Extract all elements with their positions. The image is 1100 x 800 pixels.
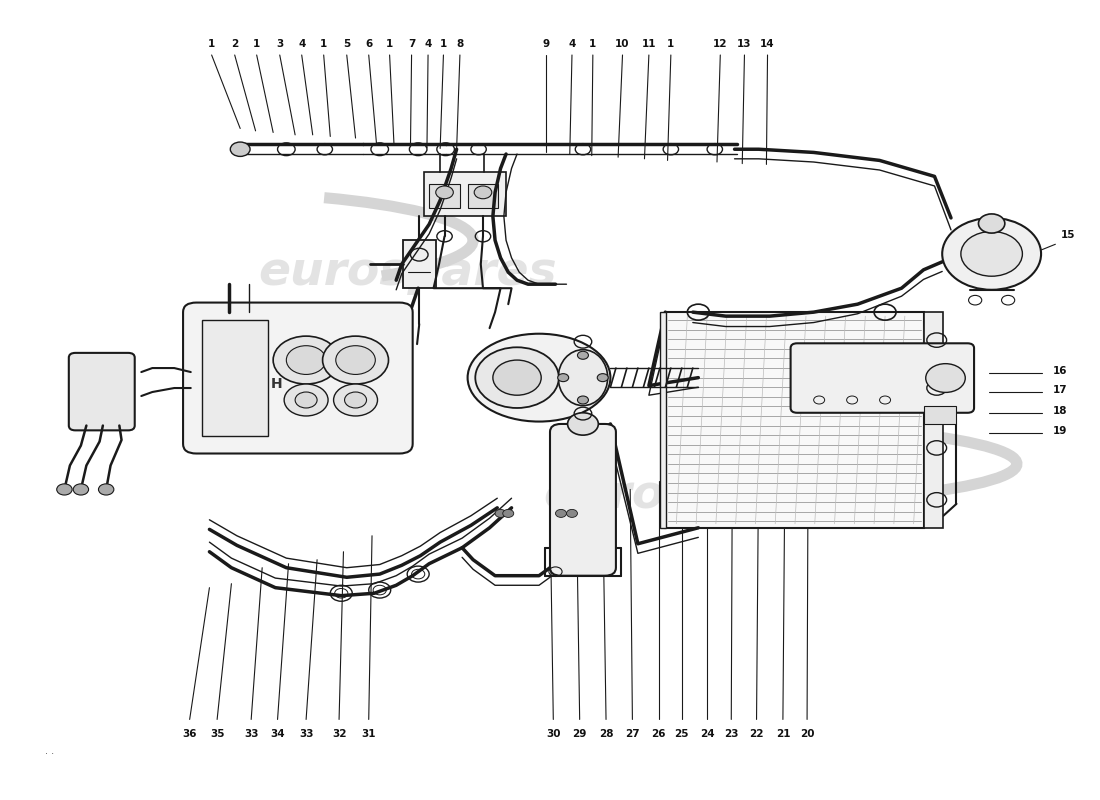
Text: 28: 28 (598, 729, 614, 739)
Text: eurospares: eurospares (543, 474, 843, 518)
Circle shape (475, 347, 559, 408)
Text: . .: . . (45, 746, 54, 756)
Text: 36: 36 (183, 729, 197, 739)
Text: 16: 16 (1053, 366, 1068, 376)
Text: 15: 15 (1060, 230, 1076, 240)
Text: 33: 33 (299, 729, 314, 739)
Text: 1: 1 (320, 38, 328, 49)
Text: 2: 2 (231, 38, 239, 49)
Circle shape (556, 510, 566, 518)
Circle shape (474, 186, 492, 198)
Circle shape (568, 413, 598, 435)
Text: 30: 30 (546, 729, 561, 739)
Circle shape (578, 351, 588, 359)
Text: 1: 1 (208, 38, 216, 49)
Circle shape (74, 484, 89, 495)
Text: 24: 24 (700, 729, 714, 739)
Circle shape (295, 392, 317, 408)
Text: 4: 4 (298, 38, 306, 49)
Text: 1: 1 (386, 38, 393, 49)
Text: H: H (271, 377, 283, 391)
Text: 1: 1 (668, 38, 674, 49)
Text: 1: 1 (590, 38, 596, 49)
Text: 9: 9 (542, 38, 549, 49)
Text: 10: 10 (615, 38, 630, 49)
Circle shape (436, 186, 453, 198)
Text: 22: 22 (749, 729, 763, 739)
Circle shape (926, 364, 966, 393)
Text: 6: 6 (365, 38, 373, 49)
Text: 7: 7 (408, 38, 416, 49)
Circle shape (578, 396, 588, 404)
Circle shape (322, 336, 388, 384)
FancyBboxPatch shape (550, 424, 616, 576)
Text: 5: 5 (343, 38, 351, 49)
Text: 25: 25 (674, 729, 689, 739)
Text: 3: 3 (276, 38, 284, 49)
Text: 11: 11 (641, 38, 656, 49)
Circle shape (286, 346, 326, 374)
Circle shape (503, 510, 514, 518)
Ellipse shape (468, 334, 610, 422)
Circle shape (493, 360, 541, 395)
Text: 21: 21 (776, 729, 790, 739)
Text: 1: 1 (253, 38, 261, 49)
Text: 4: 4 (569, 38, 575, 49)
Bar (924, 406, 957, 424)
FancyBboxPatch shape (791, 343, 975, 413)
Bar (666, 312, 924, 528)
FancyBboxPatch shape (183, 302, 412, 454)
Text: 35: 35 (210, 729, 224, 739)
Ellipse shape (558, 350, 607, 406)
Circle shape (566, 510, 578, 518)
Circle shape (558, 374, 569, 382)
Text: 33: 33 (244, 729, 258, 739)
Circle shape (943, 218, 1041, 290)
Text: 4: 4 (425, 38, 431, 49)
Circle shape (273, 336, 339, 384)
Bar (468, 184, 498, 208)
Circle shape (230, 142, 250, 157)
Text: 19: 19 (1053, 426, 1067, 436)
FancyBboxPatch shape (69, 353, 134, 430)
Circle shape (57, 484, 73, 495)
Text: 32: 32 (332, 729, 346, 739)
Text: eurospares: eurospares (257, 250, 557, 294)
Text: 31: 31 (362, 729, 376, 739)
Text: 8: 8 (456, 38, 463, 49)
Text: 20: 20 (800, 729, 814, 739)
Bar (403, 240, 436, 288)
Text: 12: 12 (713, 38, 727, 49)
Circle shape (961, 231, 1022, 276)
Bar (201, 320, 267, 436)
Text: 26: 26 (651, 729, 666, 739)
Text: 13: 13 (737, 38, 751, 49)
Circle shape (979, 214, 1004, 233)
Text: 1: 1 (440, 38, 447, 49)
Bar (429, 184, 460, 208)
Circle shape (333, 384, 377, 416)
Circle shape (336, 346, 375, 374)
Bar (924, 312, 944, 528)
Circle shape (344, 392, 366, 408)
Bar (660, 312, 667, 528)
Circle shape (99, 484, 114, 495)
Bar (424, 172, 506, 216)
Text: 17: 17 (1053, 386, 1068, 395)
Text: 18: 18 (1053, 406, 1068, 416)
Circle shape (495, 510, 506, 518)
Circle shape (284, 384, 328, 416)
Text: 27: 27 (625, 729, 640, 739)
Text: 23: 23 (724, 729, 738, 739)
Text: 14: 14 (760, 38, 774, 49)
Text: 29: 29 (572, 729, 587, 739)
Text: 34: 34 (271, 729, 285, 739)
Circle shape (597, 374, 608, 382)
